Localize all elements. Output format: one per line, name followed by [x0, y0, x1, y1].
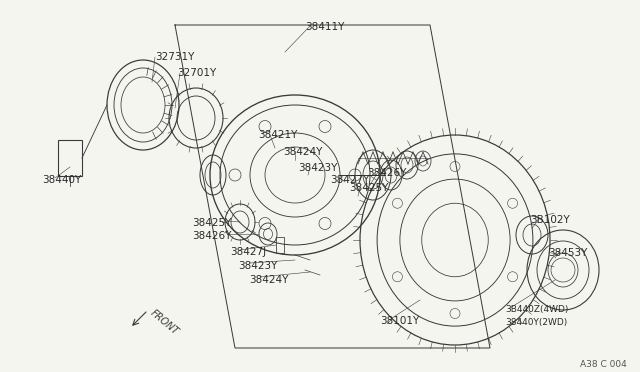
- Text: 38101Y: 38101Y: [380, 316, 419, 326]
- Text: 38425Y: 38425Y: [192, 218, 232, 228]
- Text: 38440Y: 38440Y: [42, 175, 81, 185]
- Text: 38440Y(2WD): 38440Y(2WD): [505, 318, 567, 327]
- Text: 38421Y: 38421Y: [258, 130, 298, 140]
- Text: 38426Y: 38426Y: [192, 231, 232, 241]
- Text: 38424Y: 38424Y: [283, 147, 323, 157]
- Text: FRONT: FRONT: [148, 308, 180, 337]
- Text: 38427Y: 38427Y: [330, 175, 369, 185]
- Text: 38426Y: 38426Y: [367, 168, 406, 178]
- Text: 38427J: 38427J: [230, 247, 266, 257]
- Text: 3B102Y: 3B102Y: [530, 215, 570, 225]
- Text: 38423Y: 38423Y: [298, 163, 337, 173]
- Text: 32701Y: 32701Y: [177, 68, 216, 78]
- Bar: [58, 140, 82, 176]
- Text: 38423Y: 38423Y: [238, 261, 277, 271]
- Text: 3B440Z(4WD): 3B440Z(4WD): [505, 305, 568, 314]
- Text: A38 C 004: A38 C 004: [580, 360, 627, 369]
- Bar: [276, 237, 284, 253]
- Text: 38425Y: 38425Y: [349, 183, 388, 193]
- Text: 38424Y: 38424Y: [249, 275, 289, 285]
- Text: 38453Y: 38453Y: [548, 248, 588, 258]
- Text: 32731Y: 32731Y: [155, 52, 195, 62]
- Text: 38411Y: 38411Y: [305, 22, 344, 32]
